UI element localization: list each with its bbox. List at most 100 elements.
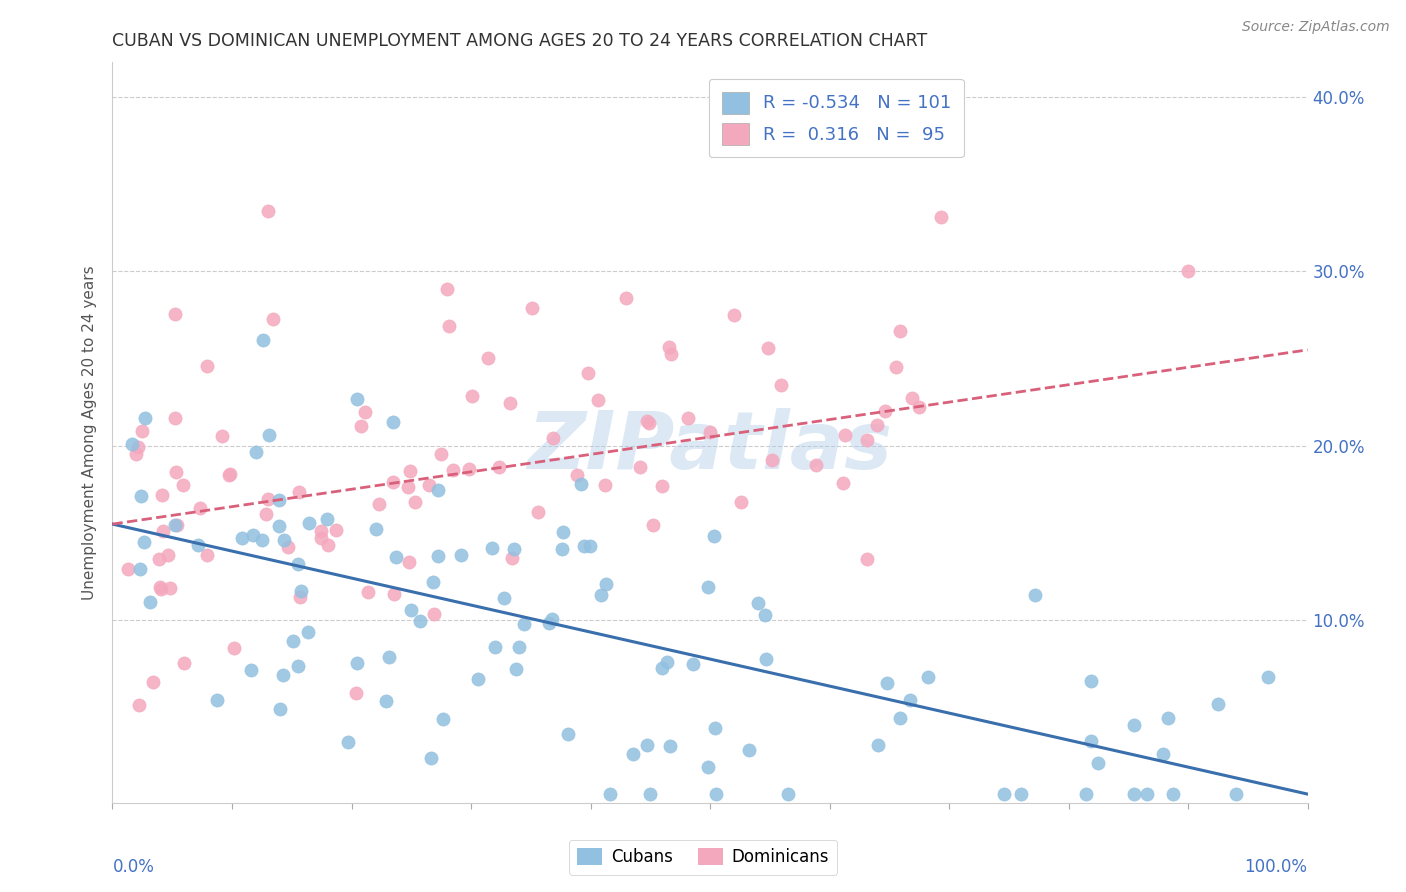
- Point: [297, 624, 319, 639]
- Point: [281, 634, 304, 648]
- Point: [503, 542, 526, 557]
- Point: [378, 649, 401, 664]
- Point: [550, 542, 572, 557]
- Point: [723, 308, 745, 322]
- Point: [422, 575, 444, 590]
- Point: [876, 676, 898, 690]
- Point: [231, 531, 253, 545]
- Point: [458, 462, 481, 476]
- Point: [382, 416, 405, 430]
- Point: [565, 468, 588, 483]
- Point: [269, 519, 291, 533]
- Point: [134, 534, 156, 549]
- Point: [593, 478, 616, 492]
- Point: [589, 588, 612, 602]
- Point: [163, 307, 186, 321]
- Point: [889, 325, 911, 339]
- Point: [127, 441, 149, 455]
- Point: [152, 524, 174, 538]
- Point: [404, 494, 426, 508]
- Point: [537, 616, 560, 631]
- Point: [699, 425, 721, 439]
- Point: [527, 505, 550, 519]
- Point: [166, 517, 188, 532]
- Point: [346, 392, 368, 406]
- Point: [309, 531, 332, 545]
- Point: [441, 462, 464, 476]
- Point: [325, 523, 347, 537]
- Point: [806, 458, 828, 472]
- Point: [287, 558, 309, 572]
- Point: [357, 585, 380, 599]
- Point: [866, 739, 889, 753]
- Point: [173, 657, 195, 671]
- Point: [309, 524, 332, 539]
- Point: [149, 580, 172, 594]
- Point: [350, 418, 373, 433]
- Point: [488, 459, 510, 474]
- Point: [269, 702, 291, 716]
- Point: [399, 463, 422, 477]
- Point: [172, 477, 194, 491]
- Point: [150, 582, 173, 596]
- Point: [682, 657, 704, 671]
- Point: [337, 735, 360, 749]
- Point: [541, 612, 564, 626]
- Point: [401, 603, 423, 617]
- Point: [616, 291, 638, 305]
- Point: [551, 525, 574, 540]
- Point: [1080, 734, 1102, 748]
- Point: [901, 392, 924, 406]
- Point: [931, 210, 953, 224]
- Point: [697, 760, 720, 774]
- Point: [165, 410, 187, 425]
- Point: [492, 591, 515, 606]
- Point: [481, 541, 503, 555]
- Point: [218, 467, 240, 482]
- Point: [855, 552, 877, 566]
- Point: [776, 787, 799, 801]
- Point: [437, 319, 460, 334]
- Point: [557, 727, 579, 741]
- Point: [866, 417, 889, 432]
- Point: [1257, 670, 1279, 684]
- Point: [205, 693, 228, 707]
- Point: [150, 487, 173, 501]
- Point: [659, 739, 682, 753]
- Point: [747, 596, 769, 610]
- Point: [385, 550, 408, 565]
- Point: [257, 492, 280, 507]
- Point: [884, 359, 907, 374]
- Point: [505, 662, 527, 676]
- Point: [1087, 756, 1109, 771]
- Point: [659, 347, 682, 361]
- Point: [165, 465, 187, 479]
- Point: [432, 712, 454, 726]
- Text: ZIPatlas: ZIPatlas: [527, 409, 893, 486]
- Point: [427, 549, 450, 563]
- Point: [273, 668, 295, 682]
- Point: [658, 340, 681, 354]
- Point: [367, 497, 389, 511]
- Point: [211, 429, 233, 443]
- Point: [257, 203, 280, 218]
- Point: [125, 446, 148, 460]
- Point: [1152, 747, 1174, 762]
- Point: [636, 414, 658, 428]
- Point: [697, 580, 720, 594]
- Point: [354, 405, 377, 419]
- Point: [374, 694, 396, 708]
- Point: [1123, 787, 1146, 801]
- Y-axis label: Unemployment Among Ages 20 to 24 years: Unemployment Among Ages 20 to 24 years: [82, 265, 97, 600]
- Point: [520, 301, 543, 315]
- Point: [578, 539, 600, 553]
- Point: [595, 577, 617, 591]
- Point: [917, 670, 939, 684]
- Point: [599, 787, 621, 801]
- Point: [508, 640, 530, 654]
- Point: [129, 562, 152, 576]
- Point: [1161, 787, 1184, 801]
- Point: [832, 476, 855, 491]
- Point: [222, 640, 245, 655]
- Point: [586, 393, 609, 408]
